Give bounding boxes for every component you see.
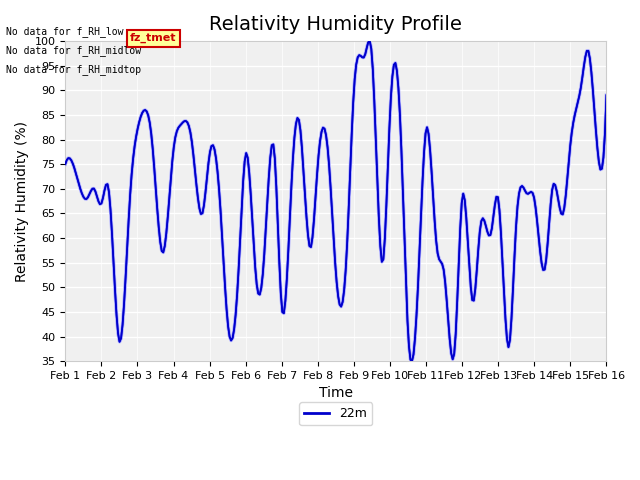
Text: No data for f_RH_low: No data for f_RH_low bbox=[6, 25, 124, 36]
Y-axis label: Relativity Humidity (%): Relativity Humidity (%) bbox=[15, 120, 29, 282]
Text: fz_tmet: fz_tmet bbox=[130, 33, 177, 43]
Text: No data for f_RH_midlow: No data for f_RH_midlow bbox=[6, 45, 141, 56]
Title: Relativity Humidity Profile: Relativity Humidity Profile bbox=[209, 15, 462, 34]
Text: No data for f_RH_midtop: No data for f_RH_midtop bbox=[6, 64, 141, 75]
Legend: 22m: 22m bbox=[300, 402, 372, 425]
X-axis label: Time: Time bbox=[319, 386, 353, 400]
